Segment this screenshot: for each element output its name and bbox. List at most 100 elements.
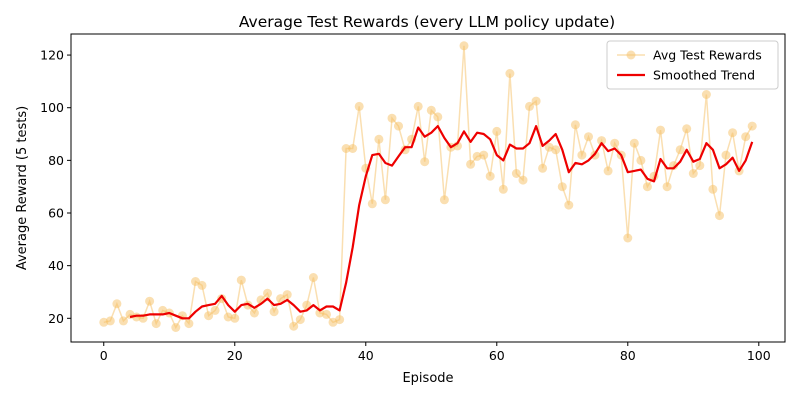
avg-test-reward-point — [249, 308, 259, 318]
avg-test-reward-point — [531, 96, 541, 106]
y-tick-label: 120 — [40, 48, 64, 63]
avg-test-reward-point — [728, 128, 738, 138]
avg-test-reward-point — [597, 136, 607, 146]
avg-test-reward-point — [557, 182, 567, 192]
legend: Avg Test Rewards Smoothed Trend — [606, 40, 779, 90]
avg-test-reward-point — [171, 323, 181, 332]
avg-test-reward-point — [721, 150, 731, 160]
y-tick-label: 60 — [48, 206, 64, 221]
avg-test-reward-point — [151, 319, 161, 329]
x-axis-label: Episode — [402, 371, 453, 386]
avg-test-reward-point — [498, 184, 508, 194]
avg-test-reward-point — [538, 163, 548, 173]
avg-test-reward-point — [551, 145, 561, 155]
avg-test-reward-point — [682, 124, 692, 134]
avg-test-reward-point — [577, 150, 587, 160]
avg-test-reward-point — [354, 101, 364, 111]
avg-test-reward-point — [197, 280, 207, 290]
avg-test-reward-point — [341, 144, 351, 153]
y-tick-label: 100 — [40, 100, 64, 115]
avg-test-reward-point — [433, 112, 443, 122]
plot-area — [99, 41, 757, 332]
avg-test-reward-point — [623, 233, 633, 243]
avg-test-reward-point — [243, 300, 253, 310]
avg-test-reward-point — [230, 313, 240, 323]
avg-test-reward-point — [675, 145, 685, 155]
avg-test-reward-point — [439, 195, 449, 205]
avg-test-reward-point — [656, 125, 665, 135]
y-tick-label: 40 — [48, 258, 64, 273]
avg-test-reward-point — [387, 113, 397, 123]
avg-test-reward-point — [374, 134, 384, 144]
avg-test-reward-point — [420, 157, 430, 167]
avg-test-reward-point — [426, 105, 436, 115]
avg-test-reward-point — [459, 41, 469, 51]
avg-test-reward-point — [511, 169, 521, 178]
avg-test-reward-point — [348, 144, 358, 153]
avg-test-reward-point — [564, 200, 574, 210]
avg-test-reward-point — [413, 101, 423, 111]
avg-test-reward-point — [289, 321, 299, 331]
avg-test-reward-point — [322, 309, 331, 319]
avg-test-reward-point — [191, 277, 200, 286]
avg-test-reward-point — [145, 296, 155, 306]
x-axis: 0 20 40 60 80 100 — [100, 342, 771, 363]
x-tick-label: 40 — [358, 348, 374, 363]
avg-test-reward-point — [741, 132, 751, 142]
avg-test-reward-point — [276, 294, 286, 304]
avg-test-reward-point — [642, 182, 652, 192]
avg-test-reward-point — [525, 101, 534, 111]
avg-test-reward-point — [708, 184, 718, 194]
avg-test-reward-point — [603, 166, 613, 176]
avg-test-reward-point — [236, 275, 246, 285]
avg-test-reward-point — [269, 307, 279, 317]
avg-test-reward-point — [263, 288, 272, 298]
avg-test-reward-point — [688, 169, 698, 178]
avg-test-reward-point — [485, 171, 495, 181]
y-axis-label: Average Reward (5 tests) — [15, 106, 30, 270]
legend-box — [606, 40, 779, 90]
avg-test-reward-point — [335, 315, 345, 325]
x-tick-label: 80 — [620, 348, 636, 363]
avg-test-reward-point — [105, 316, 115, 326]
avg-test-reward-point — [380, 195, 390, 205]
avg-test-reward-point — [505, 69, 515, 78]
avg-test-reward-point — [295, 315, 305, 325]
avg-test-reward-point — [210, 305, 220, 315]
x-tick-label: 20 — [227, 348, 243, 363]
avg-test-reward-point — [570, 120, 580, 130]
avg-test-reward-point — [112, 299, 122, 309]
avg-test-reward-point — [466, 159, 476, 169]
avg-test-reward-point — [518, 175, 528, 185]
avg-test-reward-point — [204, 311, 214, 321]
avg-test-reward-point — [747, 121, 757, 131]
avg-test-reward-point — [662, 182, 672, 192]
legend-label-avg-test-rewards: Avg Test Rewards — [653, 48, 762, 63]
legend-avg-marker-swatch — [626, 50, 636, 60]
x-tick-label: 60 — [489, 348, 505, 363]
avg-test-reward-point — [610, 138, 620, 148]
avg-test-reward-point — [308, 273, 318, 282]
avg-test-reward-point — [701, 90, 711, 99]
legend-label-smoothed-trend: Smoothed Trend — [653, 68, 755, 83]
plot-frame — [70, 33, 786, 343]
avg-test-reward-point — [367, 199, 377, 209]
chart-title: Average Test Rewards (every LLM policy u… — [239, 13, 615, 31]
avg-test-reward-point — [695, 161, 705, 171]
avg-test-reward-point — [584, 132, 593, 142]
x-tick-label: 0 — [100, 348, 108, 363]
avg-test-reward-point — [492, 126, 502, 136]
avg-test-reward-point — [184, 319, 194, 329]
smoothed-trend-line — [129, 124, 754, 320]
avg-test-reward-point — [715, 211, 724, 221]
avg-test-reward-point — [629, 138, 639, 148]
y-tick-label: 80 — [48, 153, 64, 168]
y-tick-label: 20 — [48, 311, 64, 326]
avg-test-reward-point — [282, 290, 292, 300]
y-axis: 20 40 60 80 100 120 — [40, 48, 71, 326]
avg-test-reward-point — [118, 316, 128, 326]
avg-test-reward-point — [479, 150, 489, 160]
avg-test-reward-point — [636, 155, 646, 165]
avg-test-reward-point — [394, 121, 403, 131]
